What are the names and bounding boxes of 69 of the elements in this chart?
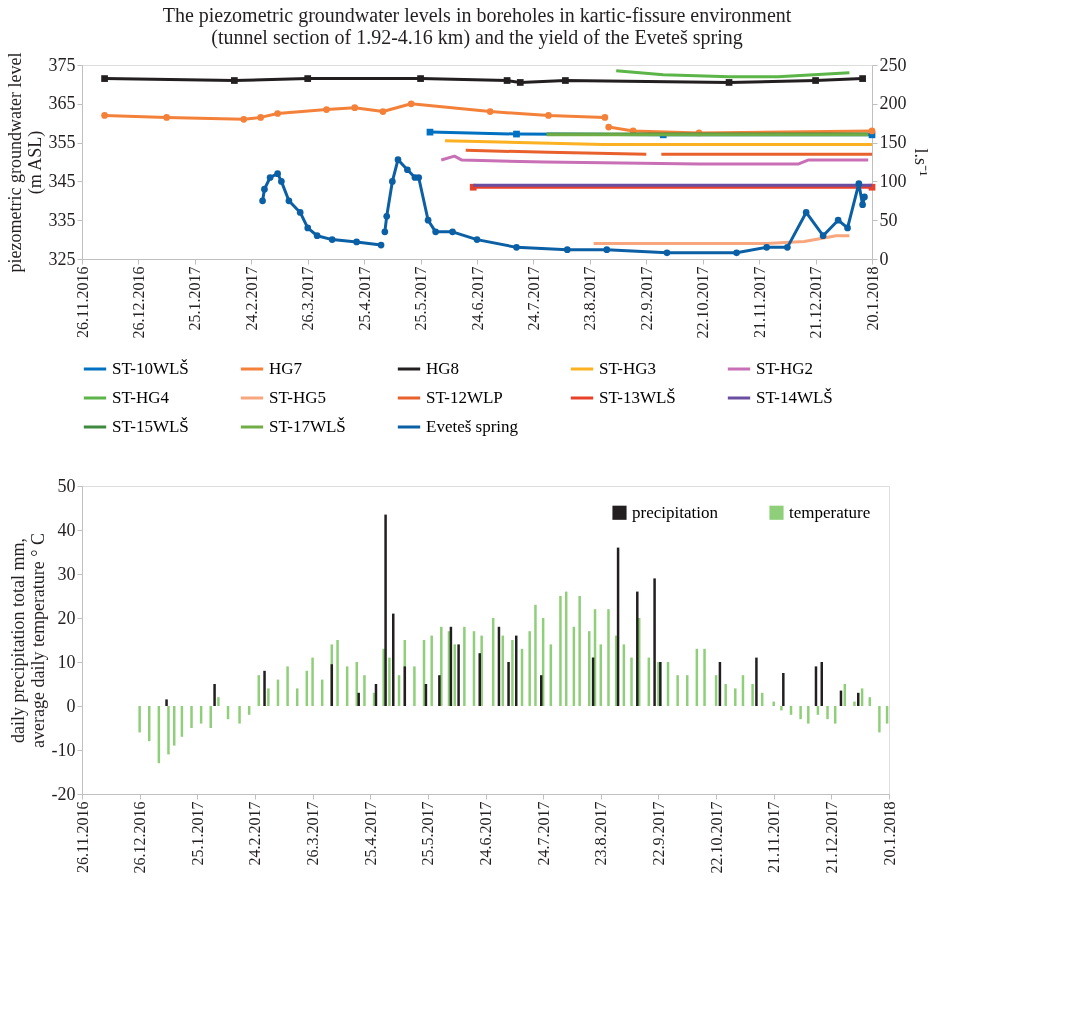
legend-label: ST-12WLP — [426, 388, 503, 407]
y-tick-label: 0 — [66, 695, 76, 716]
legend-label: ST-13WLŠ — [599, 388, 676, 407]
legend-label: HG8 — [426, 359, 460, 378]
y2-tick-label: 50 — [879, 209, 898, 230]
y-tick-label: 10 — [57, 651, 76, 672]
x-tick-label: 26.3.2017 — [304, 801, 322, 866]
y-tick-label: 40 — [57, 519, 76, 540]
y-tick-label: 355 — [48, 132, 76, 153]
x-tick-label: 26.12.2016 — [131, 801, 149, 874]
y-tick-label: 325 — [48, 248, 76, 269]
legend-label: precipitation — [632, 502, 719, 522]
y2-tick-label: 150 — [879, 132, 907, 153]
y-tick-label: 365 — [48, 93, 76, 114]
legend-label: ST-HG4 — [112, 388, 170, 407]
y-tick-label: 30 — [57, 563, 76, 584]
x-tick-label: 25.5.2017 — [419, 801, 437, 866]
legend-label: ST-HG5 — [269, 388, 326, 407]
legend-label: ST-HG2 — [756, 359, 813, 378]
y-tick-label: 335 — [48, 209, 76, 230]
x-tick-label: 26.12.2016 — [129, 266, 147, 339]
legend-label: temperature — [789, 502, 871, 522]
x-tick-label: 21.11.2017 — [750, 266, 768, 338]
legend-label: ST-15WLŠ — [112, 417, 189, 436]
x-tick-label: 22.10.2017 — [694, 266, 712, 339]
y-axis-title: piezometric groundwater level (m ASL) — [4, 52, 46, 273]
x-tick-label: 24.6.2017 — [477, 801, 494, 866]
x-tick-label: 21.12.2017 — [822, 801, 840, 874]
legend-label: ST-10WLŠ — [112, 359, 189, 378]
x-tick-label: 22.9.2017 — [637, 266, 655, 331]
x-tick-label: 23.8.2017 — [592, 801, 610, 866]
y-tick-label: -10 — [51, 739, 76, 760]
y2-tick-label: 100 — [879, 170, 907, 191]
legend-label: Eveteš spring — [426, 417, 519, 436]
y2-tick-label: 200 — [879, 93, 907, 114]
x-tick-label: 22.9.2017 — [649, 801, 667, 866]
x-tick-label: 21.11.2017 — [765, 801, 783, 873]
x-tick-label: 24.7.2017 — [534, 801, 552, 866]
chart-title: The piezometric groundwater levels in boreholes in kartic-fissure environment (tunnel section of 1.92-4.16 km) and the yield of the Eveteš spring — [162, 4, 792, 50]
x-tick-label: 25.1.2017 — [186, 266, 204, 331]
legend-label: ST-14WLŠ — [756, 388, 833, 407]
y-tick-label: 345 — [48, 170, 76, 191]
x-tick-label: 26.11.2016 — [73, 801, 91, 873]
legend-label: ST-17WLŠ — [269, 417, 346, 436]
y-tick-label: -20 — [51, 783, 76, 804]
x-tick-label: 20.1.2018 — [863, 266, 881, 331]
x-tick-label: 26.3.2017 — [299, 266, 317, 331]
legend-label: HG7 — [269, 359, 303, 378]
y-tick-label: 50 — [57, 475, 76, 496]
x-tick-label: 24.2.2017 — [242, 266, 260, 331]
legend-label: ST-HG3 — [599, 359, 656, 378]
y2-axis-title: l.s⁻¹ — [910, 148, 931, 177]
x-tick-label: 25.5.2017 — [412, 266, 430, 331]
x-tick-label: 22.10.2017 — [707, 801, 725, 874]
x-tick-label: 25.4.2017 — [361, 801, 379, 866]
x-tick-label: 25.4.2017 — [355, 266, 373, 331]
x-tick-label: 21.12.2017 — [807, 266, 825, 339]
x-tick-label: 23.8.2017 — [581, 266, 599, 331]
x-tick-label: 20.1.2018 — [880, 801, 898, 866]
x-tick-label: 24.6.2017 — [468, 266, 486, 331]
y-axis-title: daily precipitation total mm, average daily temperature ° C — [7, 532, 48, 749]
x-tick-label: 25.1.2017 — [188, 801, 206, 866]
y2-tick-label: 250 — [879, 54, 907, 75]
x-tick-label: 24.2.2017 — [246, 801, 264, 866]
y-tick-label: 20 — [57, 607, 76, 628]
x-tick-label: 24.7.2017 — [524, 266, 542, 331]
y-tick-label: 375 — [48, 54, 76, 75]
x-tick-label: 26.11.2016 — [73, 266, 91, 338]
y2-tick-label: 0 — [879, 248, 889, 269]
